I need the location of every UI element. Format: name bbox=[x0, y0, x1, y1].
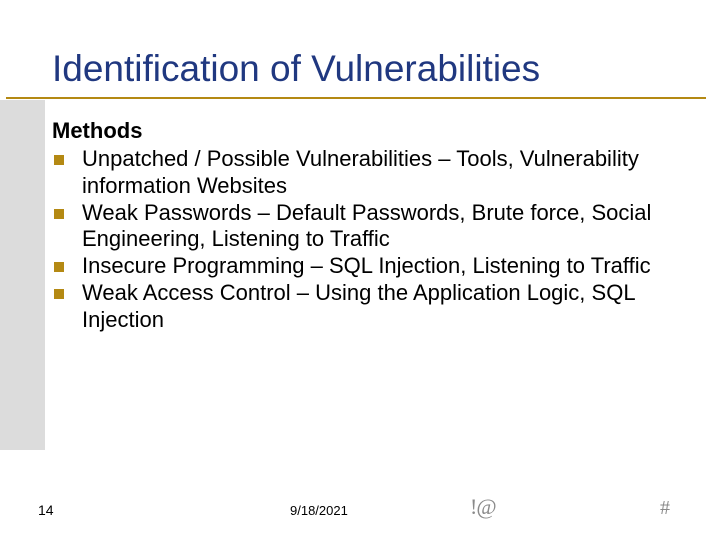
title-underline bbox=[6, 97, 706, 99]
bullet-text: Weak Access Control – Using the Applicat… bbox=[82, 280, 635, 332]
page-number: 14 bbox=[38, 502, 54, 518]
left-strip bbox=[0, 100, 45, 450]
list-item: Insecure Programming – SQL Injection, Li… bbox=[52, 253, 680, 280]
bullet-text: Unpatched / Possible Vulnerabilities – T… bbox=[82, 146, 639, 198]
slide-title: Identification of Vulnerabilities bbox=[52, 48, 540, 90]
bullet-icon bbox=[54, 289, 64, 299]
content-area: Methods Unpatched / Possible Vulnerabili… bbox=[52, 118, 680, 334]
bullet-icon bbox=[54, 262, 64, 272]
bullet-text: Weak Passwords – Default Passwords, Brut… bbox=[82, 200, 651, 252]
list-item: Unpatched / Possible Vulnerabilities – T… bbox=[52, 146, 680, 200]
content-subheading: Methods bbox=[52, 118, 680, 144]
list-item: Weak Passwords – Default Passwords, Brut… bbox=[52, 200, 680, 254]
slide: Identification of Vulnerabilities Method… bbox=[0, 0, 720, 540]
top-spacer bbox=[0, 0, 720, 18]
bullet-text: Insecure Programming – SQL Injection, Li… bbox=[82, 253, 651, 278]
bullet-list: Unpatched / Possible Vulnerabilities – T… bbox=[52, 146, 680, 334]
footer-decoration-right: # bbox=[660, 497, 670, 520]
footer-decoration-left: !@ bbox=[470, 494, 496, 520]
date-stamp: 9/18/2021 bbox=[290, 503, 348, 518]
list-item: Weak Access Control – Using the Applicat… bbox=[52, 280, 680, 334]
bullet-icon bbox=[54, 155, 64, 165]
bullet-icon bbox=[54, 209, 64, 219]
